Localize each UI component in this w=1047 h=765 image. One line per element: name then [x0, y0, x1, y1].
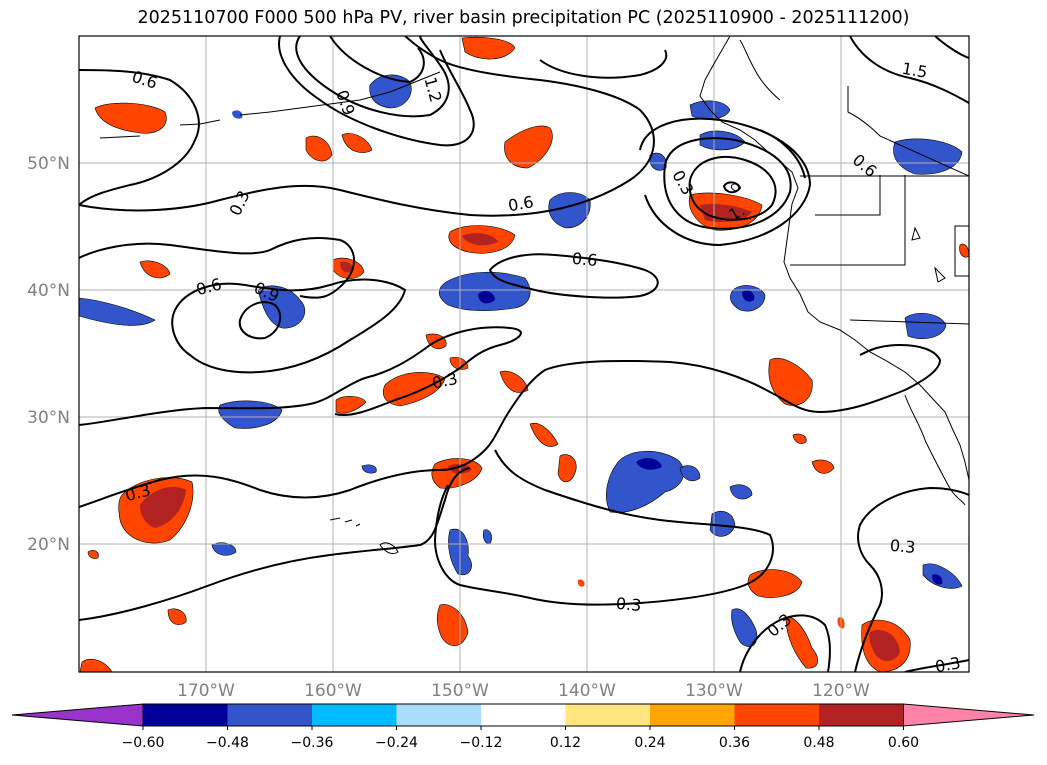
lon-label: 120°W: [812, 681, 870, 701]
lat-label: 50°N: [27, 154, 70, 174]
contour-label: 0.3: [934, 653, 962, 676]
colorbar-segment: [481, 704, 566, 726]
colorbar-segment: [227, 704, 312, 726]
lat-label: 20°N: [27, 535, 70, 555]
colorbar-segment: [396, 704, 481, 726]
colorbar-segment: [312, 704, 397, 726]
colorbar-segment: [734, 704, 819, 726]
colorbar-segment: [565, 704, 650, 726]
lon-label: 130°W: [685, 681, 743, 701]
colorbar-tick-label: −0.60: [122, 735, 165, 751]
colorbar-tick-label: 0.60: [888, 735, 919, 751]
map-title: 2025110700 F000 500 hPa PV, river basin …: [137, 8, 910, 28]
contour-label: 0.3: [430, 369, 459, 393]
contour-label: 0.6: [571, 249, 598, 270]
colorbar-tick-label: 0.36: [719, 735, 750, 751]
contour-label: 0.3: [615, 594, 642, 615]
colorbar: −0.60 −0.48 −0.36 −0.24 −0.12 0.12 0.24 0.36 0.4…: [11, 703, 1035, 751]
colorbar-border: [142, 703, 904, 727]
longitude-labels: 170°W 160°W 150°W 140°W 130°W 120°W: [177, 681, 870, 701]
pv-contours: [79, 36, 969, 672]
colorbar-tick-label: −0.12: [460, 735, 503, 751]
coastlines: [99, 36, 969, 555]
lat-label: 30°N: [27, 408, 70, 428]
lon-label: 140°W: [558, 681, 616, 701]
lon-label: 150°W: [431, 681, 489, 701]
colorbar-tick-label: 0.48: [803, 735, 834, 751]
colorbar-tick-label: −0.36: [291, 735, 334, 751]
contour-label: 0.6: [507, 192, 535, 215]
lon-label: 170°W: [177, 681, 235, 701]
positive-precip-shading: [79, 37, 969, 672]
map-gridlines: [79, 36, 969, 672]
colorbar-extend-min: [11, 703, 144, 727]
lat-label: 40°N: [27, 281, 70, 301]
map-frame: [78, 35, 970, 673]
lon-label: 160°W: [304, 681, 362, 701]
colorbar-tick-label: −0.24: [375, 735, 418, 751]
contour-label: 0.3: [889, 536, 916, 557]
colorbar-tick-label: 0.24: [634, 735, 665, 751]
colorbar-segment: [819, 704, 904, 726]
colorbar-segment: [650, 704, 735, 726]
colorbar-tick-label: 0.12: [550, 735, 581, 751]
colorbar-extend-max: [903, 703, 1035, 727]
colorbar-segment: [143, 704, 228, 726]
contour-label: 1.5: [900, 59, 928, 82]
latitude-labels: 50°N 40°N 30°N 20°N: [27, 154, 70, 555]
colorbar-tick-label: −0.48: [206, 735, 249, 751]
